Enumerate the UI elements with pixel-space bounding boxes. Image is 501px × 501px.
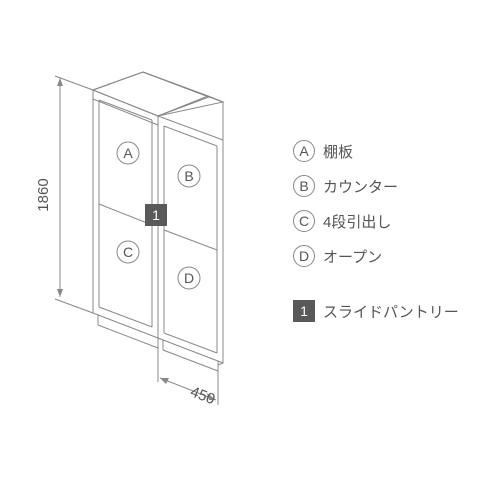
- legend-item-1: 1 スライドパントリー: [293, 300, 459, 322]
- legend-circles: A 棚板 B カウンター C 4段引出し D オープン: [293, 140, 398, 267]
- callout-a: A: [117, 142, 139, 164]
- legend-circle-a: A: [293, 140, 315, 162]
- callout-c: C: [117, 241, 139, 263]
- cabinet-diagram: 1860 450 A B C D 1: [0, 0, 501, 501]
- legend-text-1: スライドパントリー: [323, 301, 459, 322]
- svg-text:A: A: [123, 145, 133, 161]
- svg-text:B: B: [184, 168, 193, 184]
- depth-dimension: 450: [188, 383, 217, 408]
- legend-circle-b: B: [293, 175, 315, 197]
- legend-text-d: オープン: [323, 246, 382, 267]
- callout-b: B: [178, 165, 200, 187]
- callout-1: 1: [145, 204, 167, 226]
- legend-item-a: A 棚板: [293, 140, 398, 162]
- legend-item-d: D オープン: [293, 245, 398, 267]
- legend-square-1: 1: [293, 300, 315, 322]
- svg-text:1: 1: [152, 207, 160, 223]
- svg-text:D: D: [184, 270, 194, 286]
- legend-text-b: カウンター: [323, 176, 398, 197]
- legend-item-c: C 4段引出し: [293, 210, 398, 232]
- legend-text-a: 棚板: [323, 141, 353, 162]
- svg-text:C: C: [123, 244, 133, 260]
- legend-text-c: 4段引出し: [323, 211, 391, 232]
- legend-squares: 1 スライドパントリー: [293, 300, 459, 322]
- callout-d: D: [178, 267, 200, 289]
- legend-circle-d: D: [293, 245, 315, 267]
- legend-circle-c: C: [293, 210, 315, 232]
- height-dimension: 1860: [35, 178, 52, 211]
- legend-item-b: B カウンター: [293, 175, 398, 197]
